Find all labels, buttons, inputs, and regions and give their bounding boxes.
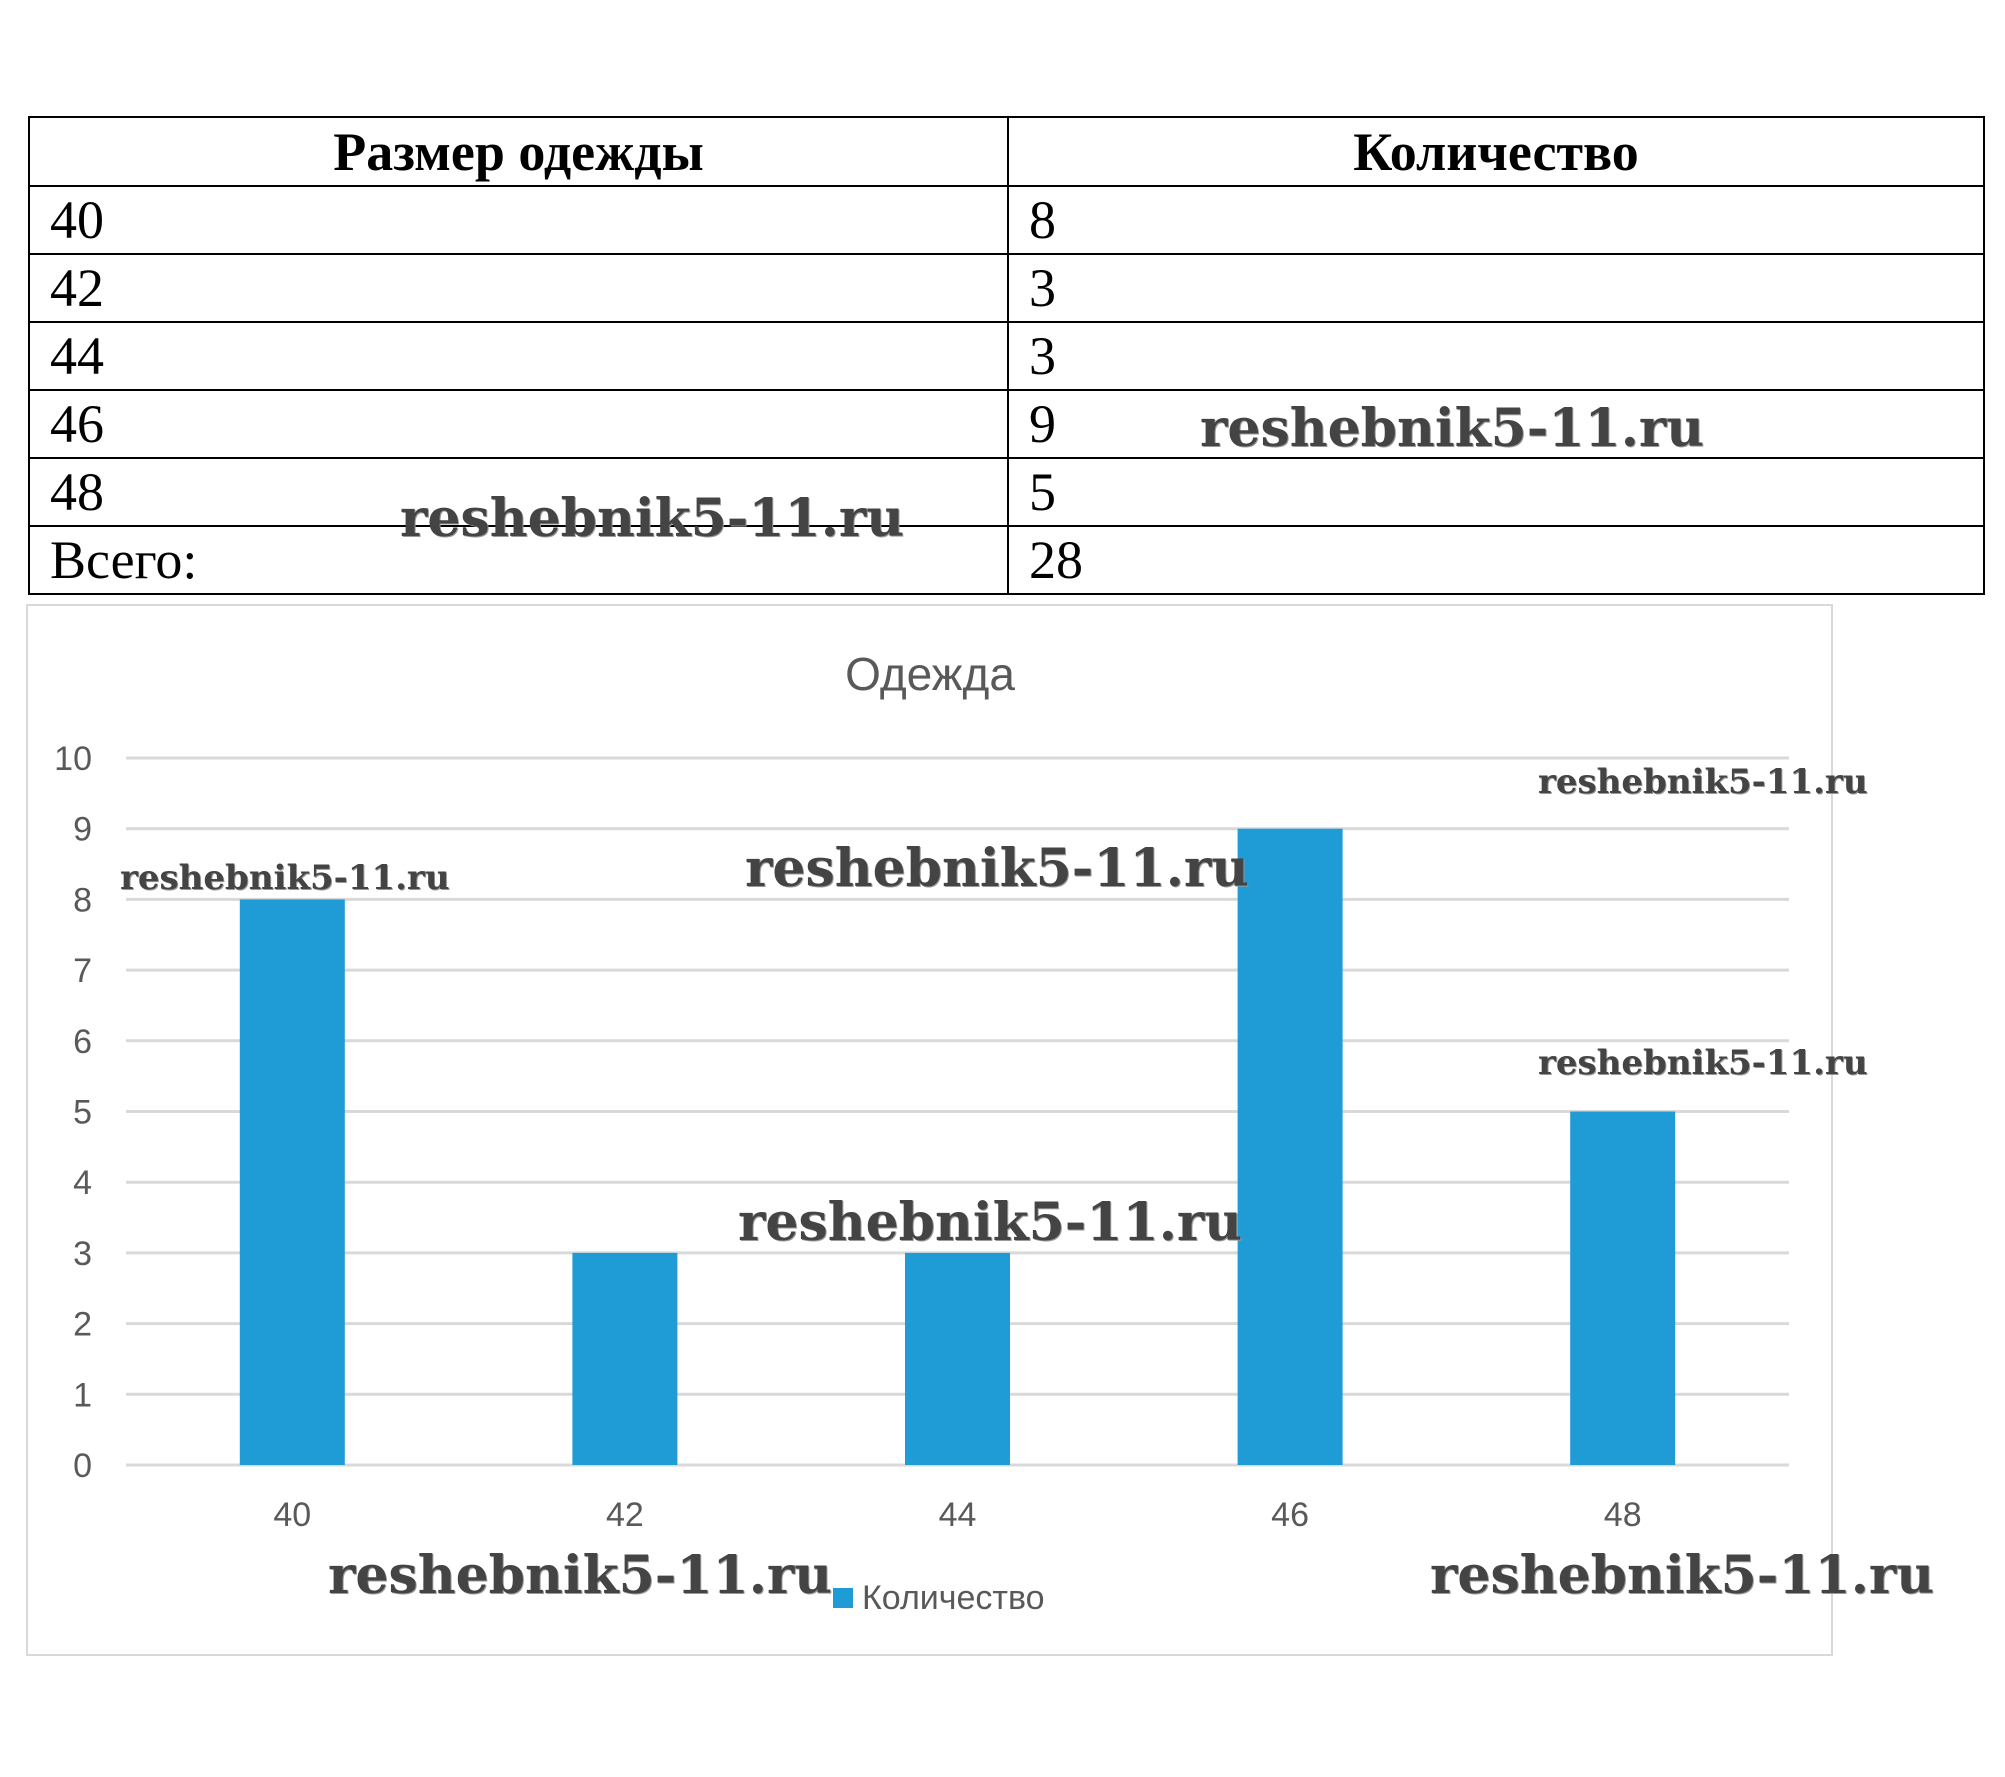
y-tick-label: 0 (73, 1447, 92, 1485)
header-count: Количество (1007, 116, 1985, 187)
cell-size: Всего: (28, 525, 1009, 595)
table-row: 40 8 (28, 185, 1985, 255)
watermark: reshebnik5-11.ru (745, 838, 1250, 899)
watermark: reshebnik5-11.ru (1430, 1545, 1935, 1606)
table-row: Всего: 28 (28, 525, 1985, 595)
watermark: reshebnik5-11.ru (1200, 398, 1705, 459)
cell-size: 48 (28, 457, 1009, 527)
cell-count: 28 (1007, 525, 1985, 595)
watermark: reshebnik5-11.ru (400, 488, 905, 549)
y-tick-label: 2 (73, 1306, 92, 1344)
table-row: 46 9 (28, 389, 1985, 459)
header-size: Размер одежды (28, 116, 1009, 187)
size-table: Размер одежды Количество 40 8 42 3 44 3 46 9 48 5… (28, 116, 1985, 595)
y-tick-label: 6 (73, 1023, 92, 1061)
legend-label: Количество (862, 1579, 1045, 1617)
cell-count: 9 (1007, 389, 1985, 459)
cell-size: 46 (28, 389, 1009, 459)
table-row: 42 3 (28, 253, 1985, 323)
y-tick-label: 8 (73, 881, 92, 919)
watermark: reshebnik5-11.ru (1538, 762, 1868, 802)
table-row: 48 5 (28, 457, 1985, 527)
watermark: reshebnik5-11.ru (1538, 1043, 1868, 1083)
legend-swatch (833, 1588, 853, 1608)
bar (239, 899, 345, 1465)
y-tick-label: 9 (73, 811, 92, 849)
watermark: reshebnik5-11.ru (738, 1192, 1243, 1253)
x-tick-label: 46 (1271, 1496, 1309, 1534)
cell-size: 44 (28, 321, 1009, 391)
y-tick-label: 10 (54, 740, 92, 778)
x-tick-label: 42 (606, 1496, 644, 1534)
chart-title: Одежда (845, 648, 1015, 700)
bar (1237, 828, 1343, 1465)
table-row: 44 3 (28, 321, 1985, 391)
cell-count: 3 (1007, 253, 1985, 323)
chart-area (26, 604, 1833, 1656)
cell-count: 8 (1007, 185, 1985, 255)
cell-size: 40 (28, 185, 1009, 255)
y-tick-label: 3 (73, 1235, 92, 1273)
watermark: reshebnik5-11.ru (328, 1545, 833, 1606)
bar (905, 1252, 1010, 1465)
table-header-row: Размер одежды Количество (28, 116, 1985, 187)
cell-size: 42 (28, 253, 1009, 323)
x-tick-label: 48 (1604, 1496, 1642, 1534)
cell-count: 3 (1007, 321, 1985, 391)
cell-count: 5 (1007, 457, 1985, 527)
y-tick-label: 4 (73, 1164, 92, 1202)
bar (572, 1252, 678, 1465)
x-tick-label: 44 (939, 1496, 977, 1534)
bar (1570, 1111, 1676, 1465)
watermark: reshebnik5-11.ru (120, 858, 450, 898)
y-tick-label: 1 (73, 1376, 92, 1414)
y-tick-label: 5 (73, 1094, 92, 1132)
y-tick-label: 7 (73, 952, 92, 990)
x-tick-label: 40 (273, 1496, 311, 1534)
